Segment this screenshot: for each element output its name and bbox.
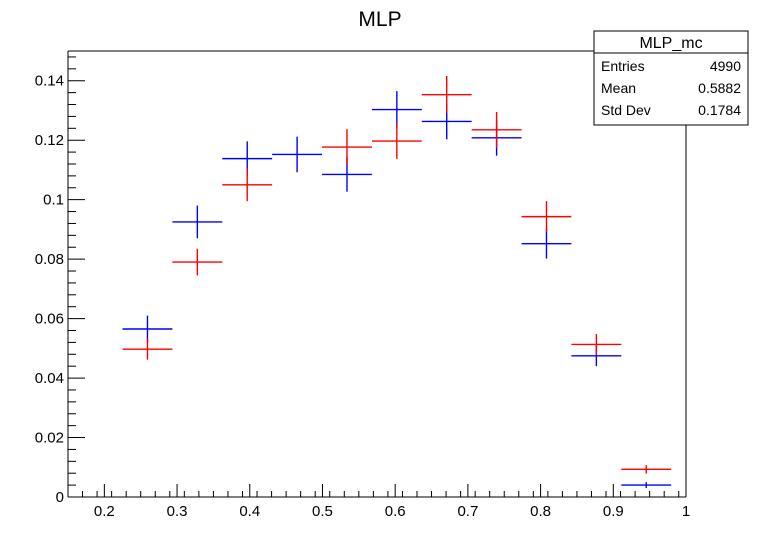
stats-box: MLP_mc Entries 4990 Mean 0.5882 Std Dev … <box>593 30 749 126</box>
y-tick-label: 0.06 <box>35 311 64 328</box>
stats-box-frame <box>593 30 749 126</box>
y-tick-label: 0.12 <box>35 132 64 149</box>
x-tick-label: 0.5 <box>312 503 333 520</box>
y-tick-label: 0.02 <box>35 430 64 447</box>
stats-mean-value: 0.5882 <box>698 80 741 96</box>
y-axis: 0 0.02 0.04 0.06 0.08 0.1 0.12 0.14 <box>35 56 85 506</box>
x-axis: 0.2 0.3 0.4 0.5 0.6 0.7 0.8 0.9 1 <box>67 484 690 520</box>
x-tick-label: 0.7 <box>457 503 478 520</box>
x-tick-label: 0.9 <box>603 503 624 520</box>
y-tick-label: 0.04 <box>35 370 64 387</box>
stats-mean-label: Mean <box>601 80 636 96</box>
stats-stddev-value: 0.1784 <box>698 102 741 118</box>
stats-entries-label: Entries <box>601 58 645 74</box>
x-tick-label: 0.8 <box>530 503 551 520</box>
data-series <box>122 75 672 489</box>
stats-box-title: MLP_mc <box>639 35 702 52</box>
plot-frame <box>67 50 687 498</box>
stats-stddev-label: Std Dev <box>601 102 651 118</box>
y-tick-label: 0.08 <box>35 251 64 268</box>
stats-entries-value: 4990 <box>710 58 741 74</box>
y-tick-label: 0 <box>56 489 64 506</box>
x-tick-label: 0.4 <box>239 503 260 520</box>
x-tick-label: 1 <box>682 503 690 520</box>
series-red <box>122 75 672 474</box>
x-tick-label: 0.2 <box>94 503 115 520</box>
x-tick-label: 0.3 <box>167 503 188 520</box>
y-tick-label: 0.14 <box>35 73 64 90</box>
x-tick-label: 0.6 <box>385 503 406 520</box>
chart-title: MLP <box>358 8 401 31</box>
y-tick-label: 0.1 <box>43 192 64 209</box>
